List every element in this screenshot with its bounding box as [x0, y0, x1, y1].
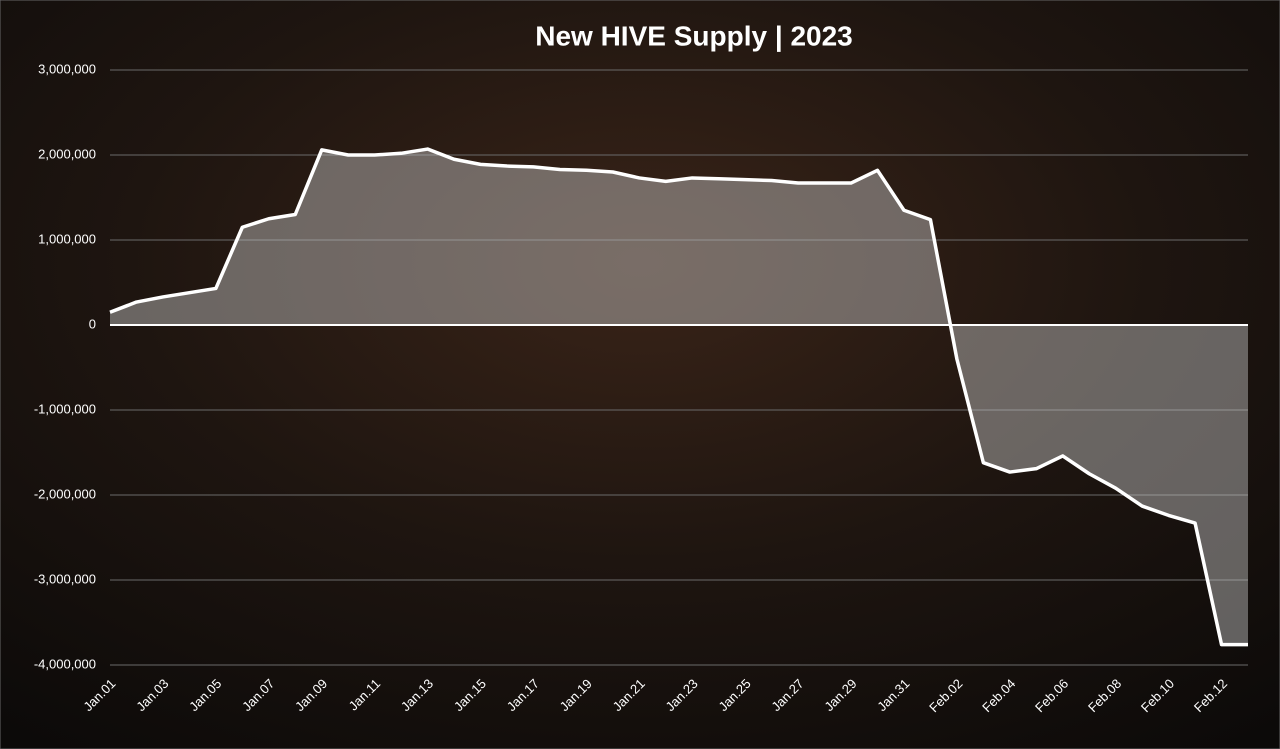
y-tick-label: 3,000,000 — [38, 61, 96, 76]
area — [110, 149, 1248, 645]
line — [109, 147, 1248, 647]
y-tick-label: -1,000,000 — [34, 401, 96, 416]
y-tick-label: 2,000,000 — [38, 146, 96, 161]
y-tick-label: 1,000,000 — [38, 231, 96, 246]
y-tick-label: -2,000,000 — [34, 486, 96, 501]
y-tick-label: -4,000,000 — [34, 656, 96, 671]
y-tick-label: -3,000,000 — [34, 571, 96, 586]
chart-title: New HIVE Supply | 2023 — [535, 20, 853, 51]
y-tick-label: 0 — [89, 316, 96, 331]
